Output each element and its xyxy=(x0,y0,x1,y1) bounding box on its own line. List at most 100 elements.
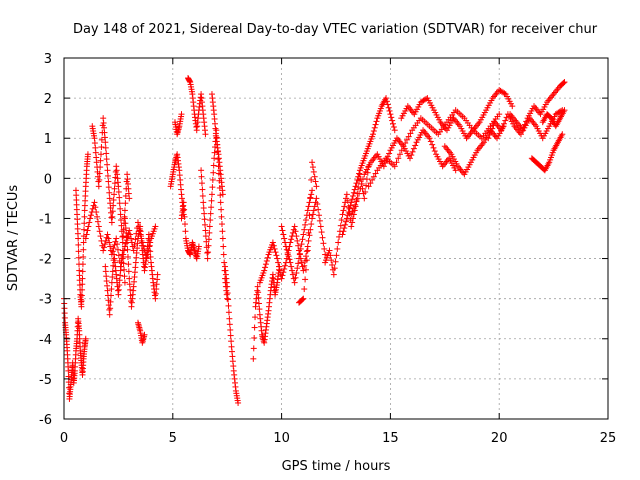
data-point xyxy=(255,300,262,307)
data-point xyxy=(302,253,309,260)
data-point xyxy=(503,114,510,121)
data-point xyxy=(281,265,288,272)
data-point xyxy=(121,273,128,280)
data-point xyxy=(372,121,379,128)
data-point xyxy=(370,173,377,180)
data-point xyxy=(316,217,323,224)
data-point xyxy=(344,212,351,219)
data-point xyxy=(220,243,227,250)
data-point xyxy=(356,190,363,197)
data-point xyxy=(105,178,112,185)
data-point xyxy=(356,170,363,177)
data-point xyxy=(427,138,434,145)
data-point xyxy=(341,203,348,210)
data-point xyxy=(363,182,370,189)
data-point xyxy=(380,163,387,170)
data-point xyxy=(97,151,104,158)
data-point xyxy=(291,223,298,230)
data-point xyxy=(147,248,154,255)
data-point xyxy=(282,243,289,250)
data-point xyxy=(78,298,85,305)
data-point xyxy=(124,239,131,246)
data-point xyxy=(126,275,133,282)
data-point xyxy=(208,191,215,198)
data-point xyxy=(300,295,307,302)
data-point xyxy=(94,213,101,220)
data-point xyxy=(402,140,409,147)
data-point xyxy=(390,123,397,130)
data-point xyxy=(351,186,358,193)
data-point xyxy=(111,241,118,248)
data-point xyxy=(95,223,102,230)
data-point xyxy=(87,212,94,219)
data-point xyxy=(412,142,419,149)
data-point xyxy=(306,199,313,206)
data-point xyxy=(181,206,188,213)
data-point xyxy=(97,157,104,164)
data-point xyxy=(228,338,235,345)
data-point xyxy=(560,79,567,86)
data-point xyxy=(91,199,98,206)
data-point xyxy=(219,235,226,242)
data-point xyxy=(122,200,129,207)
data-point xyxy=(559,131,566,138)
data-point xyxy=(509,103,516,110)
data-point xyxy=(110,196,117,203)
data-point xyxy=(408,152,415,159)
data-point xyxy=(75,248,82,255)
data-point xyxy=(289,271,296,278)
data-point xyxy=(308,191,315,198)
data-point xyxy=(355,173,362,180)
data-point xyxy=(82,335,89,342)
data-point xyxy=(122,192,129,199)
data-point xyxy=(452,167,459,174)
data-point xyxy=(285,253,292,260)
data-point xyxy=(305,229,312,236)
data-point xyxy=(108,219,115,226)
data-point xyxy=(358,180,365,187)
data-point xyxy=(224,295,231,302)
data-point xyxy=(115,183,122,190)
data-point xyxy=(113,235,120,242)
data-point xyxy=(410,145,417,152)
data-point xyxy=(201,210,208,217)
data-point xyxy=(316,212,323,219)
data-point xyxy=(362,188,369,195)
data-point xyxy=(205,242,212,249)
data-point xyxy=(336,233,343,240)
data-point xyxy=(255,289,262,296)
data-point xyxy=(109,248,116,255)
data-point xyxy=(337,222,344,229)
data-point xyxy=(270,242,277,249)
data-point xyxy=(278,275,285,282)
data-point xyxy=(284,249,291,256)
data-point xyxy=(342,221,349,228)
data-point xyxy=(353,180,360,187)
data-point xyxy=(405,133,412,140)
data-point xyxy=(96,228,103,235)
data-point xyxy=(287,259,294,266)
data-point xyxy=(303,257,310,264)
data-point xyxy=(204,255,211,262)
data-point xyxy=(293,233,300,240)
y-tick-label: -2 xyxy=(39,253,52,268)
y-tick-label: -4 xyxy=(39,333,52,348)
data-point xyxy=(96,170,103,177)
data-point xyxy=(347,202,354,209)
data-point xyxy=(281,235,288,242)
data-point xyxy=(296,255,303,262)
data-point xyxy=(209,176,216,183)
data-point xyxy=(393,159,400,166)
y-tick-label: 3 xyxy=(44,52,52,67)
data-point xyxy=(114,246,121,253)
data-point xyxy=(75,254,82,261)
y-tick-label: -6 xyxy=(39,413,52,428)
data-point xyxy=(307,226,314,233)
data-point xyxy=(109,268,116,275)
data-point xyxy=(122,240,129,247)
data-point xyxy=(389,117,396,124)
data-point xyxy=(127,286,134,293)
data-point xyxy=(126,195,133,202)
data-point xyxy=(79,268,86,275)
